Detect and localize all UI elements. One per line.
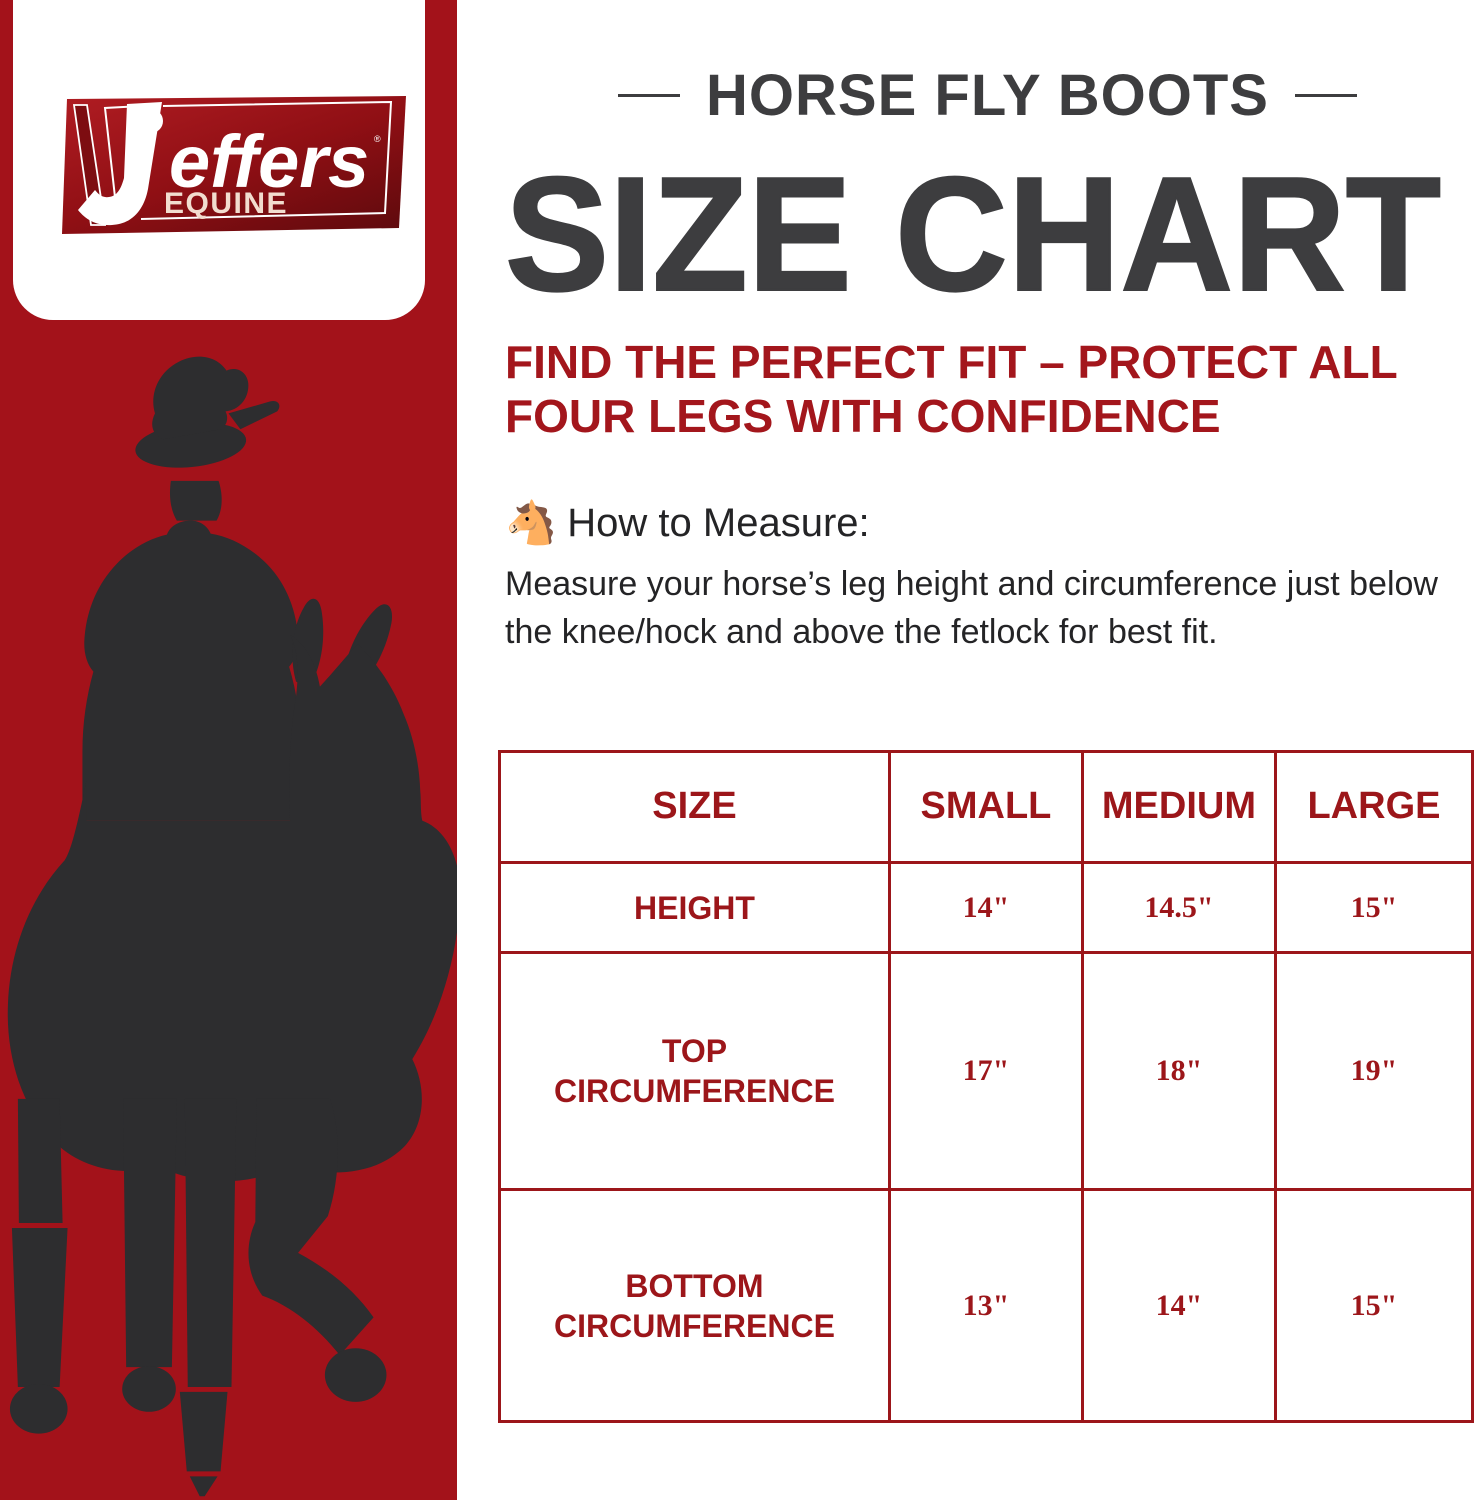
svg-text:®: ®	[374, 134, 381, 144]
svg-text:EQUINE: EQUINE	[164, 187, 288, 220]
